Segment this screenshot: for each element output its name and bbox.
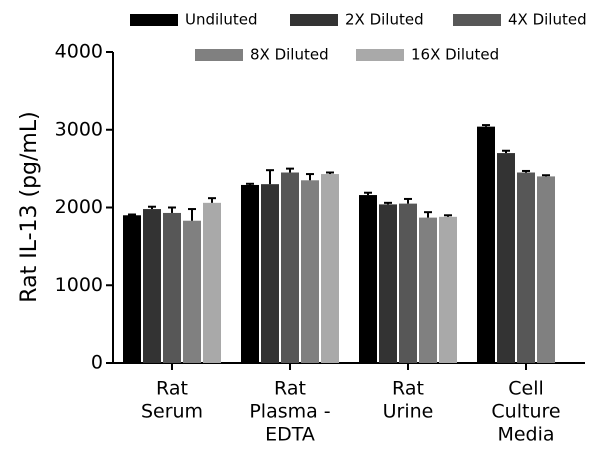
- error-bar: [542, 174, 550, 177]
- bar: [399, 203, 417, 363]
- x-tick-label: Plasma -: [249, 401, 330, 423]
- bar: [359, 195, 377, 363]
- error-bar: [168, 206, 176, 213]
- bar: [301, 180, 319, 363]
- y-axis-label: Rat IL-13 (pg/mL): [17, 111, 42, 302]
- legend-swatch: [290, 14, 338, 26]
- error-bar: [266, 169, 274, 185]
- x-tick-label: EDTA: [265, 424, 315, 446]
- y-tick-label: 3000: [55, 118, 103, 140]
- x-tick-label: Rat: [156, 378, 188, 400]
- bar: [183, 220, 201, 363]
- bar: [261, 184, 279, 363]
- y-tick-label: 4000: [55, 41, 103, 63]
- error-bar: [444, 214, 452, 217]
- bar: [537, 176, 555, 363]
- bar: [143, 209, 161, 363]
- bar: [241, 184, 259, 363]
- legend-swatch: [195, 49, 243, 61]
- legend-swatch: [453, 14, 501, 26]
- error-bar: [306, 173, 314, 181]
- error-bar: [384, 201, 392, 205]
- x-tick-label: Rat: [392, 378, 424, 400]
- y-tick-label: 0: [91, 352, 103, 374]
- y-tick-label: 1000: [55, 274, 103, 296]
- bar: [163, 212, 181, 363]
- error-bar: [364, 191, 372, 196]
- bar: [517, 172, 535, 363]
- error-bar: [148, 205, 156, 210]
- bar: [419, 217, 437, 363]
- error-bar: [188, 208, 196, 221]
- bar: [379, 204, 397, 363]
- bar: [477, 126, 495, 363]
- x-tick-label: Media: [497, 424, 554, 446]
- error-bar: [128, 213, 136, 216]
- x-tick-label: Urine: [383, 401, 434, 423]
- legend-swatch: [356, 49, 404, 61]
- legend-label: Undiluted: [185, 11, 257, 29]
- error-bar: [246, 182, 254, 185]
- legend-swatch: [130, 14, 178, 26]
- bar: [281, 172, 299, 363]
- y-tick-label: 2000: [55, 196, 103, 218]
- error-bar: [502, 149, 510, 154]
- error-bar: [424, 211, 432, 218]
- bar: [497, 153, 515, 363]
- x-tick-label: Rat: [274, 378, 306, 400]
- error-bar: [522, 169, 530, 173]
- bar: [123, 215, 141, 363]
- x-tick-label: Culture: [491, 401, 560, 423]
- error-bar: [482, 124, 490, 127]
- x-tick-label: Cell: [508, 378, 544, 400]
- bar: [439, 216, 457, 363]
- bar: [203, 202, 221, 363]
- legend-label: 4X Diluted: [508, 11, 587, 29]
- error-bar: [286, 167, 294, 173]
- error-bar: [326, 171, 334, 175]
- error-bar: [208, 197, 216, 203]
- error-bar: [404, 197, 412, 204]
- x-tick-label: Serum: [141, 401, 203, 423]
- legend-label: 2X Diluted: [345, 11, 424, 29]
- legend-label: 8X Diluted: [250, 46, 329, 64]
- legend-label: 16X Diluted: [411, 46, 499, 64]
- bar: [321, 174, 339, 363]
